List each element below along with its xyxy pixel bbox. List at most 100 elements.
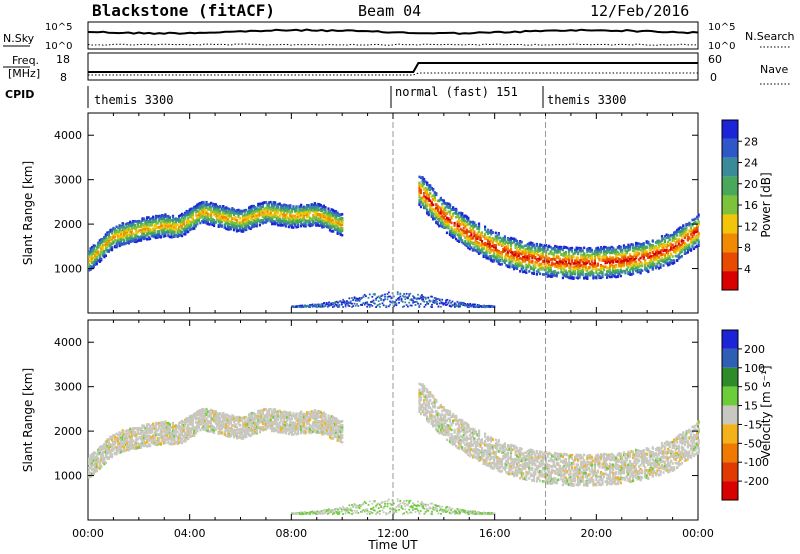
power-point (211, 221, 214, 224)
power-point (161, 229, 164, 232)
power-point (109, 242, 112, 245)
power-point (581, 270, 584, 274)
power-point (313, 216, 316, 219)
power-point (517, 262, 520, 266)
power-point (162, 220, 165, 224)
power-point (141, 223, 144, 227)
power-point (217, 208, 220, 211)
power-point (249, 211, 252, 215)
power-point (179, 224, 182, 228)
power-point (232, 226, 236, 230)
power-point (214, 205, 217, 209)
power-point (176, 228, 179, 231)
power-point (258, 202, 261, 206)
power-point (450, 226, 453, 229)
power-point (167, 229, 170, 233)
power-point (333, 226, 336, 229)
power-point (307, 215, 310, 218)
power-point (123, 241, 126, 244)
power-point (601, 272, 604, 276)
power-point (164, 223, 167, 226)
power-point (525, 254, 528, 258)
power-point (296, 210, 300, 214)
power-point (528, 263, 531, 267)
power-point (494, 246, 497, 250)
power-point (150, 223, 153, 227)
power-point (292, 205, 295, 208)
power-point (531, 256, 534, 260)
power-point (485, 236, 488, 239)
power-point (139, 235, 143, 238)
power-point (153, 220, 156, 223)
power-point (275, 217, 278, 220)
power-point (165, 219, 168, 223)
power-point (535, 259, 538, 263)
power-point (333, 210, 336, 213)
power-point (464, 225, 467, 228)
power-point (301, 209, 304, 212)
power-point (474, 244, 477, 248)
power-point (322, 205, 325, 208)
power-point (306, 204, 309, 207)
power-point (488, 243, 491, 247)
power-point (97, 241, 100, 245)
power-point (106, 231, 109, 234)
power-point (281, 213, 284, 217)
power-point (110, 239, 114, 243)
power-point (558, 250, 561, 253)
power-point (277, 216, 280, 219)
power-point (295, 218, 298, 222)
power-point (109, 245, 112, 248)
power-point (258, 219, 261, 223)
power-point (441, 214, 444, 218)
power-point (249, 214, 252, 217)
power-point (293, 224, 297, 227)
power-point (333, 211, 336, 215)
power-point (522, 270, 525, 274)
power-point (159, 217, 162, 221)
power-point (419, 205, 423, 209)
power-point (418, 183, 421, 186)
power-point (199, 210, 202, 214)
power-point (174, 227, 178, 231)
power-point (685, 230, 688, 234)
power-point (671, 243, 674, 247)
power-point (490, 255, 493, 258)
power-point (196, 215, 199, 219)
power-point (627, 266, 630, 269)
power-point (433, 217, 436, 220)
power-point (447, 222, 450, 226)
power-point (120, 231, 123, 234)
power-point (91, 265, 94, 269)
power-point (570, 259, 574, 263)
power-point (467, 235, 470, 239)
power-point (502, 250, 505, 254)
power-point (257, 209, 260, 213)
power-point (184, 217, 187, 221)
power-point (309, 222, 312, 226)
power-point (258, 205, 261, 208)
power-point (110, 236, 114, 240)
power-point (295, 212, 298, 215)
power-point (465, 223, 468, 227)
power-point (497, 251, 500, 254)
power-point (485, 254, 488, 257)
power-point (647, 240, 650, 244)
power-point (162, 234, 165, 238)
power-point (248, 206, 251, 210)
power-point (89, 266, 92, 270)
power-point (275, 211, 278, 215)
power-point (456, 223, 459, 226)
power-point (110, 248, 114, 251)
power-point (135, 231, 138, 234)
power-point (263, 207, 266, 211)
power-point (147, 227, 150, 231)
power-point (283, 214, 286, 218)
power-point (324, 218, 327, 221)
power-point (173, 217, 176, 221)
power-point (316, 202, 319, 206)
power-point (254, 208, 257, 211)
power-point (170, 231, 173, 234)
power-point (214, 208, 217, 211)
power-point (452, 231, 455, 235)
